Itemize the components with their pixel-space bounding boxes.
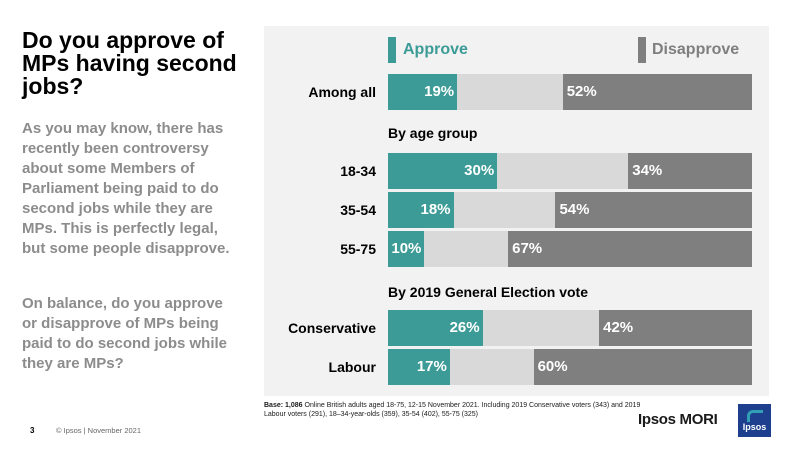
neither-bar: [453, 192, 556, 228]
category-label: Among all: [308, 84, 376, 100]
approve-value-label: 26%: [449, 319, 480, 336]
category-label: 35-54: [340, 202, 376, 218]
approve-value-label: 30%: [464, 162, 495, 179]
disapprove-bar: [628, 153, 752, 189]
footnote-base-value: 1,086: [285, 402, 303, 409]
approve-bar: [388, 349, 450, 385]
disapprove-value-label: 54%: [559, 201, 590, 218]
logo-text: Ipsos: [742, 422, 767, 432]
intro-text: As you may know, there has recently been…: [22, 120, 230, 257]
group-heading: By age group: [388, 125, 478, 141]
legend-approve-label: Approve: [403, 41, 468, 58]
approve-bar: [388, 310, 483, 346]
neither-bar: [457, 74, 563, 110]
category-label: 55-75: [340, 241, 376, 257]
page-title: Do you approve of MPs having second jobs…: [22, 27, 237, 99]
neither-bar: [482, 310, 600, 346]
approve-bar: [388, 192, 454, 228]
approve-value-label: 18%: [420, 201, 451, 218]
disapprove-bar: [533, 349, 752, 385]
approve-bar: [388, 74, 458, 110]
approve-bar: [388, 231, 425, 267]
disapprove-bar: [555, 192, 752, 228]
disapprove-bar: [599, 310, 752, 346]
disapprove-value-label: 34%: [632, 162, 663, 179]
category-label: 18-34: [340, 163, 376, 179]
page-number: 3: [30, 426, 35, 435]
ipsos-mori-wordmark: Ipsos MORI: [638, 411, 718, 428]
question-text: On balance, do you approve or disapprove…: [22, 295, 228, 372]
disapprove-value-label: 67%: [512, 240, 543, 257]
legend-disapprove-swatch: [638, 37, 646, 63]
footnote-base-label: Base:: [264, 402, 284, 409]
legend-disapprove-label: Disapprove: [652, 41, 740, 58]
disapprove-value-label: 60%: [537, 358, 568, 375]
disapprove-bar: [562, 74, 752, 110]
disapprove-value-label: 42%: [603, 319, 634, 336]
disapprove-value-label: 52%: [566, 83, 597, 100]
copyright: © Ipsos | November 2021: [56, 426, 142, 435]
category-label: Labour: [328, 359, 376, 375]
approve-value-label: 10%: [391, 240, 422, 257]
logo-accent-icon: [747, 410, 763, 422]
legend-approve-swatch: [388, 37, 396, 63]
footnote: Base: 1,086 Online British adults aged 1…: [264, 401, 644, 419]
approve-value-label: 19%: [424, 83, 455, 100]
disapprove-bar: [508, 231, 752, 267]
category-label: Conservative: [288, 320, 376, 336]
neither-bar: [424, 231, 509, 267]
neither-bar: [497, 153, 629, 189]
approve-value-label: 17%: [416, 358, 447, 375]
neither-bar: [449, 349, 534, 385]
approve-bar: [388, 153, 498, 189]
group-heading: By 2019 General Election vote: [388, 284, 588, 300]
footnote-text: Online British adults aged 18-75, 12-15 …: [264, 402, 641, 418]
ipsos-logo: Ipsos: [738, 404, 771, 437]
